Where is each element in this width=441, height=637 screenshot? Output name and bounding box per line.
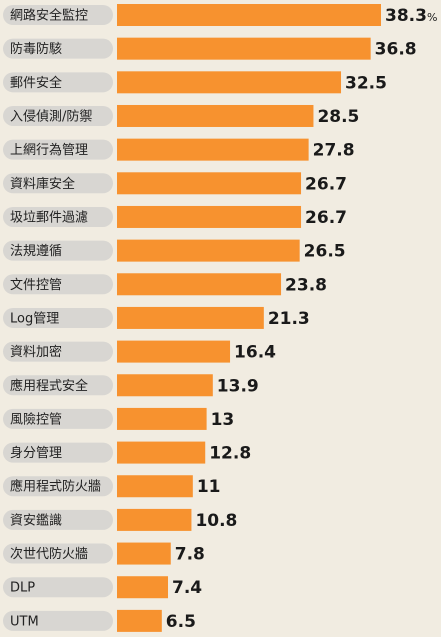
category-label: 次世代防火牆	[10, 546, 88, 562]
category-label: 應用程式安全	[10, 378, 88, 394]
value-label: 16.4	[234, 343, 276, 363]
category-label-pill	[3, 341, 113, 362]
value-label: 38.3	[385, 6, 427, 26]
value-label: 13.9	[217, 376, 259, 396]
bar	[117, 609, 162, 632]
category-label-pill	[3, 442, 113, 463]
category-label-pill	[3, 274, 113, 295]
value-label: 13	[211, 410, 235, 430]
value-label: 21.3	[268, 309, 310, 329]
bar	[117, 441, 206, 464]
value-label: 6.5	[166, 612, 196, 632]
bar	[117, 172, 302, 195]
value-label: 32.5	[345, 73, 387, 93]
category-label-pill	[3, 105, 113, 126]
value-label: 7.4	[172, 578, 202, 598]
category-label: 資料加密	[10, 344, 62, 360]
category-label-pill	[3, 173, 113, 194]
value-label: 10.8	[195, 511, 237, 531]
value-label: 7.8	[175, 545, 205, 565]
category-label: 網路安全監控	[10, 8, 88, 24]
unit-label: %	[427, 11, 437, 24]
category-label: UTM	[10, 614, 39, 629]
category-label: 防毒防駭	[10, 41, 62, 57]
bar	[117, 407, 207, 430]
category-label: 文件控管	[10, 278, 62, 293]
bar	[117, 508, 192, 531]
value-label: 36.8	[375, 40, 417, 60]
category-label-pill	[3, 408, 113, 429]
category-label-pill	[3, 206, 113, 227]
category-label-pill	[3, 240, 113, 261]
bar	[117, 71, 342, 94]
value-label: 28.5	[317, 107, 359, 127]
category-label-pill	[3, 139, 113, 160]
bar	[117, 273, 282, 296]
category-label: 法規遵循	[10, 243, 62, 259]
category-label-pill	[3, 543, 113, 564]
bar	[117, 306, 264, 329]
value-label: 26.7	[305, 208, 347, 228]
category-label: 身分管理	[10, 445, 62, 461]
category-label: 入侵偵測/防禦	[10, 108, 92, 124]
category-label-pill	[3, 509, 113, 530]
category-label: 風險控管	[10, 412, 62, 427]
category-label: Log管理	[10, 311, 59, 326]
category-label-pill	[3, 610, 113, 631]
category-label-pill	[3, 476, 113, 497]
category-label-pill	[3, 38, 113, 59]
value-label: 26.5	[304, 242, 346, 262]
category-label: 圾垃郵件過濾	[10, 210, 88, 225]
value-label: 11	[197, 477, 221, 497]
category-label: 上網行為管理	[10, 142, 88, 158]
bar	[117, 340, 231, 363]
bar	[117, 475, 193, 498]
bar	[117, 374, 213, 397]
category-label-pill	[3, 5, 113, 25]
bar	[117, 239, 300, 262]
value-label: 27.8	[313, 141, 355, 161]
bar	[117, 37, 371, 60]
category-label-pill	[3, 375, 113, 396]
value-label: 12.8	[209, 444, 251, 464]
category-label-pill	[3, 72, 113, 93]
category-label: 資料庫安全	[10, 176, 75, 192]
bar	[117, 104, 314, 127]
bar	[117, 542, 171, 565]
value-label: 26.7	[305, 174, 347, 194]
bar	[117, 138, 309, 161]
category-label: 資安鑑識	[10, 512, 62, 528]
value-label: 23.8	[285, 275, 327, 295]
bar	[117, 205, 302, 228]
category-label-pill	[3, 577, 113, 598]
category-label: DLP	[10, 581, 35, 596]
bar	[117, 576, 169, 599]
category-label: 應用程式防火牆	[10, 479, 101, 495]
bar	[117, 4, 381, 26]
category-label: 郵件安全	[10, 75, 62, 91]
category-label-pill	[3, 307, 113, 328]
